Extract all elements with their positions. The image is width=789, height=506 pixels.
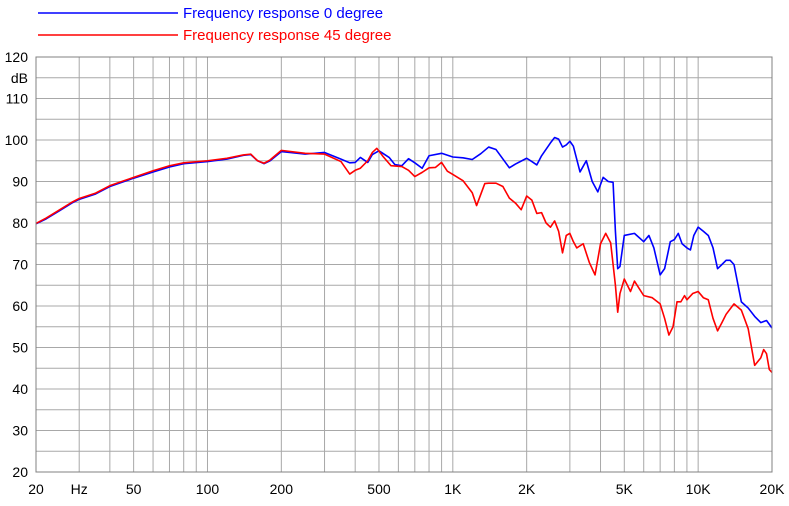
x-axis-tick-labels: 20 Hz 50 100 200 500 1K 2K 5K 10K 20K (28, 481, 785, 497)
series-line-45-degree (35, 147, 773, 373)
x-tick-label: 1K (444, 481, 462, 497)
y-tick-label: 20 (12, 464, 28, 480)
x-tick-label: 100 (196, 481, 220, 497)
y-tick-label: 40 (12, 381, 28, 397)
legend-label-45-degree: Frequency response 45 degree (183, 27, 391, 44)
x-tick-label: 50 (126, 481, 142, 497)
y-axis-unit-label: dB (11, 70, 28, 86)
x-tick-label: 2K (518, 481, 536, 497)
x-axis-unit-label: Hz (71, 481, 88, 497)
grid (35, 56, 773, 473)
y-tick-label: 70 (12, 257, 28, 273)
plot-border (35, 56, 773, 473)
y-tick-label: 60 (12, 298, 28, 314)
y-tick-label: 50 (12, 340, 28, 356)
y-tick-label: 80 (12, 215, 28, 231)
legend-label-0-degree: Frequency response 0 degree (183, 5, 383, 22)
plot-frame (35, 56, 773, 473)
y-tick-label: 90 (12, 174, 28, 190)
x-tick-label: 500 (367, 481, 391, 497)
x-tick-label: 5K (616, 481, 634, 497)
series-layer (35, 136, 773, 373)
x-tick-label: 200 (270, 481, 294, 497)
x-tick-label: 20K (760, 481, 786, 497)
y-tick-label: 30 (12, 423, 28, 439)
y-tick-label: 100 (5, 132, 29, 148)
x-tick-label: 10K (686, 481, 712, 497)
y-tick-label: 120 (5, 49, 29, 65)
y-axis-tick-labels: 120 dB 110 100 90 80 70 60 50 40 30 20 (5, 49, 29, 480)
y-tick-label: 110 (6, 91, 29, 107)
x-tick-label: 20 (28, 481, 44, 497)
legend: Frequency response 0 degree Frequency re… (38, 5, 391, 44)
